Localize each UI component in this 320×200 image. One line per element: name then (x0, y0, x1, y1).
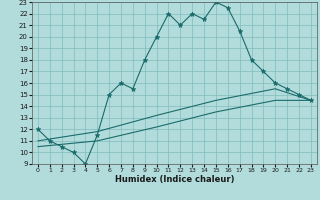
X-axis label: Humidex (Indice chaleur): Humidex (Indice chaleur) (115, 175, 234, 184)
